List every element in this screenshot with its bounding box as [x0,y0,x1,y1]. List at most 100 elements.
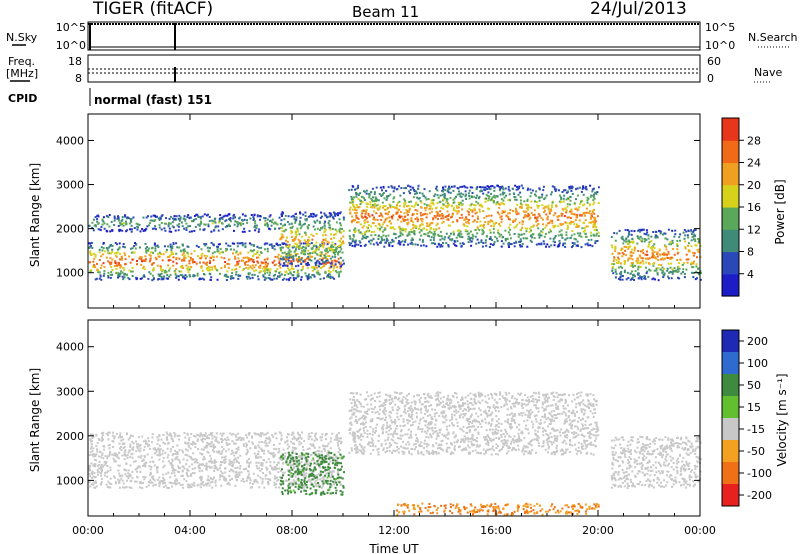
range-cell [627,257,630,260]
range-cell [287,267,290,270]
range-cell [578,234,581,237]
range-cell [596,215,599,218]
range-cell [565,198,568,201]
range-cell [100,246,103,249]
range-cell [580,235,583,238]
range-cell [308,273,310,276]
range-cell [582,193,585,196]
range-cell [218,252,221,255]
range-cell [262,275,265,278]
range-cell [143,455,146,458]
range-cell [573,243,576,245]
range-cell [328,470,331,473]
range-cell [339,222,342,225]
range-cell [188,455,191,458]
range-cell [117,481,120,484]
range-cell [395,206,398,209]
range-cell [348,189,351,192]
range-cell [221,228,224,231]
range-cell [207,225,210,228]
range-cell [655,257,658,260]
range-cell [445,201,448,204]
range-cell [269,271,272,274]
range-cell [317,254,320,257]
range-cell [107,470,110,473]
range-cell [179,274,182,277]
range-cell [217,243,220,246]
range-cell [442,203,445,206]
range-cell [555,205,558,208]
range-cell [416,220,419,223]
range-cell [115,432,118,435]
range-cell [300,276,303,279]
range-cell [408,233,411,236]
range-cell [304,231,307,234]
range-cell [312,234,315,237]
range-cell [479,186,482,188]
range-cell [224,273,227,276]
range-cell [226,214,229,217]
range-cell [214,481,217,484]
range-cell [307,432,310,435]
range-cell [251,250,254,253]
range-cell [160,272,163,275]
range-cell [219,214,222,217]
range-cell [102,242,105,244]
range-cell [122,447,125,449]
range-cell [96,268,99,271]
range-cell [520,206,523,209]
range-cell [455,244,458,247]
range-cell [184,219,187,222]
range-cell [300,252,303,255]
range-cell [143,463,146,466]
range-cell [316,484,319,487]
range-cell [447,224,450,227]
range-cell [92,481,95,484]
range-cell [236,460,239,463]
range-cell [564,238,567,241]
range-cell [554,212,557,215]
range-cell [569,210,572,213]
range-cell [98,271,101,274]
freq-label-2: [MHz] [6,67,38,80]
range-cell [548,221,551,224]
range-cell [178,257,181,260]
range-cell [458,229,461,232]
range-cell [162,473,165,476]
range-cell [171,225,174,228]
range-cell [474,235,477,238]
range-cell [348,244,351,246]
range-cell [278,264,281,267]
range-cell [280,434,283,437]
range-cell [271,218,274,221]
range-cell [432,228,435,231]
range-cell [484,221,487,224]
range-cell [226,483,229,485]
range-cell [487,191,490,194]
range-cell [253,253,256,256]
range-cell [535,201,538,203]
colorbar-swatch [722,162,739,186]
range-cell [127,451,130,454]
range-cell [679,233,682,236]
range-cell [630,254,633,257]
range-cell [455,210,458,213]
range-cell [690,233,693,235]
range-cell [364,215,367,218]
range-cell [143,478,146,481]
range-cell [442,188,445,191]
range-cell [310,259,313,262]
range-cell [244,256,247,259]
range-cell [456,219,459,222]
range-cell [275,263,278,266]
range-cell [488,187,491,190]
range-cell [319,254,322,257]
range-cell [582,204,585,207]
range-cell [177,278,180,281]
range-cell [289,475,292,478]
range-cell [314,435,316,438]
range-cell [487,197,490,200]
range-cell [410,241,413,244]
range-cell [366,226,369,229]
nsearch-label: N.Search [748,31,798,44]
